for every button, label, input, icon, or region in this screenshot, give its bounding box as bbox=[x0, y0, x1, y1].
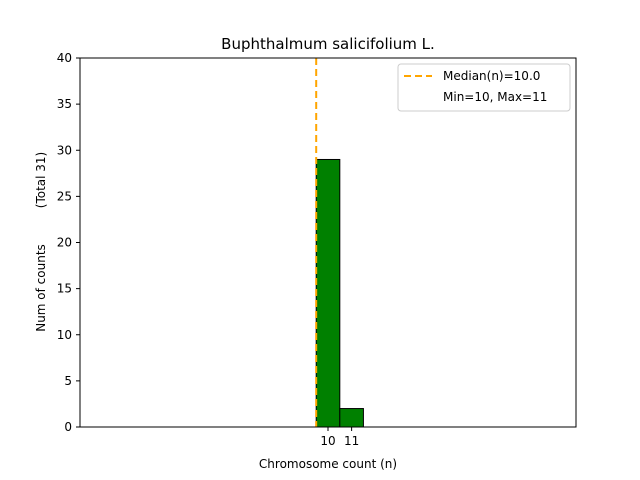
plot-area: 0 5 10 15 20 25 30 35 40 10 11 bbox=[57, 51, 577, 448]
legend-median-label: Median(n)=10.0 bbox=[443, 69, 540, 83]
y-tick-label: 15 bbox=[57, 282, 72, 296]
x-tick-label: 10 bbox=[320, 434, 335, 448]
y-tick-label: 20 bbox=[57, 236, 72, 250]
y-axis-total-label: (Total 31) bbox=[34, 152, 48, 208]
y-axis-ticks: 0 5 10 15 20 25 30 35 40 bbox=[57, 51, 80, 434]
legend-range-label: Min=10, Max=11 bbox=[443, 90, 547, 104]
x-tick-label: 11 bbox=[344, 434, 359, 448]
x-axis-label: Chromosome count (n) bbox=[259, 457, 397, 471]
y-tick-label: 25 bbox=[57, 189, 72, 203]
legend-box bbox=[397, 63, 571, 112]
chart-title: Buphthalmum salicifolium L. bbox=[221, 35, 435, 53]
bar-10 bbox=[315, 158, 341, 428]
y-tick-label: 40 bbox=[57, 51, 72, 65]
bars-group bbox=[315, 158, 364, 428]
legend: Median(n)=10.0 Min=10, Max=11 bbox=[397, 63, 571, 112]
y-tick-label: 5 bbox=[64, 374, 72, 388]
y-tick-label: 30 bbox=[57, 143, 72, 157]
y-tick-label: 10 bbox=[57, 328, 72, 342]
y-tick-label: 35 bbox=[57, 97, 72, 111]
y-tick-label: 0 bbox=[64, 420, 72, 434]
y-axis-label: Num of counts bbox=[34, 244, 48, 332]
x-axis-ticks: 10 11 bbox=[320, 427, 359, 448]
bar-11 bbox=[339, 408, 364, 428]
